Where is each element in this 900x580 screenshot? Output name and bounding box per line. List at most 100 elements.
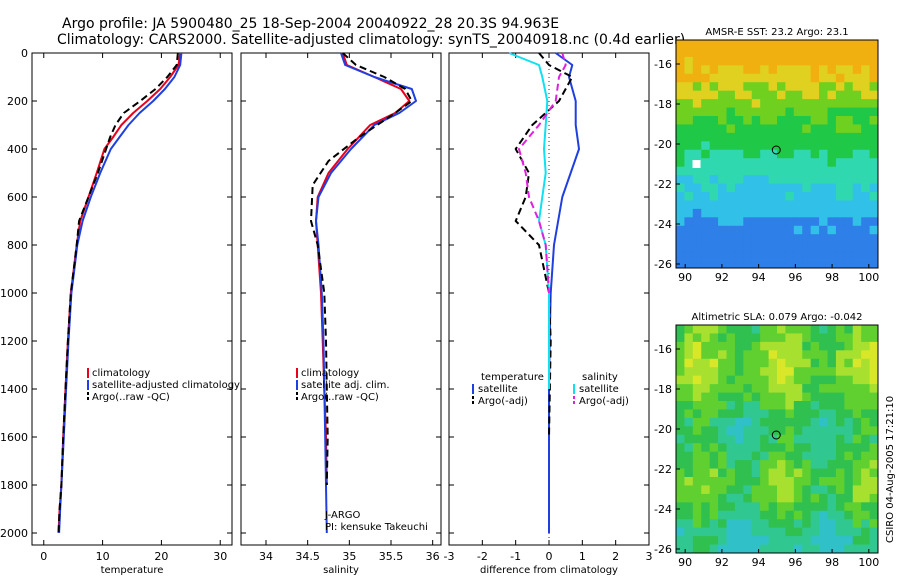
map-cell bbox=[768, 426, 778, 436]
map-cell bbox=[785, 48, 795, 58]
map-cell bbox=[718, 107, 727, 117]
map-cell bbox=[734, 358, 744, 368]
map-cell bbox=[726, 225, 736, 235]
map-cell bbox=[768, 384, 778, 393]
x-tick-label: 36 bbox=[426, 550, 440, 563]
map-cell bbox=[701, 99, 711, 108]
map-cell bbox=[760, 502, 769, 512]
y-tick-label: 200 bbox=[7, 95, 28, 108]
map-cell bbox=[684, 451, 694, 461]
map-cell bbox=[777, 443, 786, 453]
map-cell bbox=[861, 82, 870, 92]
map-cell bbox=[709, 367, 719, 377]
map-cell bbox=[726, 451, 736, 461]
x-axis-label: difference from climatology bbox=[480, 565, 618, 576]
map-cell bbox=[819, 333, 828, 343]
map-cell bbox=[684, 82, 694, 92]
map-cell bbox=[785, 132, 795, 142]
map-cell bbox=[852, 544, 862, 554]
map-cell bbox=[869, 56, 879, 66]
map-cell bbox=[861, 259, 870, 269]
map-cell bbox=[751, 73, 761, 83]
map-cell bbox=[827, 527, 837, 537]
map-cell bbox=[844, 225, 854, 235]
map-y-tick-label: -18 bbox=[654, 98, 672, 111]
map-cell bbox=[718, 166, 727, 176]
map-cell bbox=[802, 107, 812, 117]
map-cell bbox=[844, 544, 854, 554]
map-cell bbox=[692, 460, 702, 469]
map-cell bbox=[768, 175, 778, 184]
map-cell bbox=[684, 242, 694, 252]
map-cell bbox=[819, 141, 828, 151]
map-cell bbox=[835, 90, 845, 100]
map-cell bbox=[861, 341, 870, 351]
map-cell bbox=[844, 443, 854, 453]
map-cell bbox=[835, 242, 845, 252]
map-y-tick-label: -26 bbox=[654, 258, 672, 271]
map-cell bbox=[869, 107, 879, 117]
map-cell bbox=[718, 242, 727, 252]
map-cell bbox=[743, 417, 753, 427]
map-cell bbox=[684, 251, 694, 260]
map-cell bbox=[751, 56, 761, 66]
map-cell bbox=[861, 56, 870, 66]
map-cell bbox=[718, 358, 727, 368]
map-x-tick-label: 98 bbox=[825, 271, 839, 284]
map-cell bbox=[844, 426, 854, 436]
map-cell bbox=[861, 183, 870, 193]
map-cell bbox=[852, 434, 862, 444]
map-cell bbox=[827, 502, 837, 512]
map-cell bbox=[793, 333, 803, 343]
map-cell bbox=[810, 149, 820, 159]
map-cell bbox=[869, 158, 879, 168]
map-cell bbox=[726, 426, 736, 436]
map-cell bbox=[793, 90, 803, 100]
map-cell bbox=[777, 401, 786, 410]
map-cell bbox=[751, 519, 761, 529]
map-cell bbox=[810, 426, 820, 436]
map-cell bbox=[701, 141, 711, 151]
map-cell bbox=[726, 325, 736, 334]
map-panel-2: 90 92 94 96 98 100 -16 -18 -20 -22 -24 -26 Altimetri… bbox=[654, 312, 879, 569]
map-cell bbox=[701, 384, 711, 393]
map-cell bbox=[819, 175, 828, 184]
map-cell bbox=[684, 56, 694, 66]
map-cell bbox=[819, 527, 828, 537]
map-cell bbox=[819, 217, 828, 227]
legend-label: Argo(..raw -QC) bbox=[92, 392, 170, 403]
map-cell bbox=[802, 544, 812, 554]
map-cell bbox=[684, 493, 694, 503]
map-cell bbox=[751, 192, 761, 201]
map-cell bbox=[701, 56, 711, 66]
map-cell bbox=[760, 124, 769, 134]
map-cell bbox=[861, 90, 870, 100]
map-cell bbox=[701, 242, 711, 252]
map-cell bbox=[777, 175, 786, 184]
map-cell bbox=[676, 132, 685, 142]
map-cell bbox=[802, 502, 812, 512]
map-cell bbox=[861, 124, 870, 134]
map-cell bbox=[861, 242, 870, 252]
map-cell bbox=[785, 183, 795, 193]
x-tick-label: 30 bbox=[213, 550, 227, 563]
map-cell bbox=[709, 409, 719, 419]
map-cell bbox=[692, 468, 702, 478]
map-cell bbox=[709, 99, 719, 108]
map-cell bbox=[835, 251, 845, 260]
map-cell bbox=[692, 132, 702, 142]
map-cell bbox=[827, 73, 837, 83]
map-cell bbox=[869, 485, 879, 495]
map-cell bbox=[692, 536, 702, 545]
map-x-tick-label: 96 bbox=[788, 556, 802, 569]
map-cell bbox=[835, 56, 845, 66]
map-cell bbox=[726, 443, 736, 453]
map-cell bbox=[734, 544, 744, 554]
map-cell bbox=[785, 251, 795, 260]
map-cell bbox=[684, 502, 694, 512]
map-cell bbox=[819, 251, 828, 260]
map-cell bbox=[785, 124, 795, 134]
map-cell bbox=[734, 367, 744, 377]
map-cell bbox=[709, 192, 719, 201]
map-cell bbox=[718, 493, 727, 503]
